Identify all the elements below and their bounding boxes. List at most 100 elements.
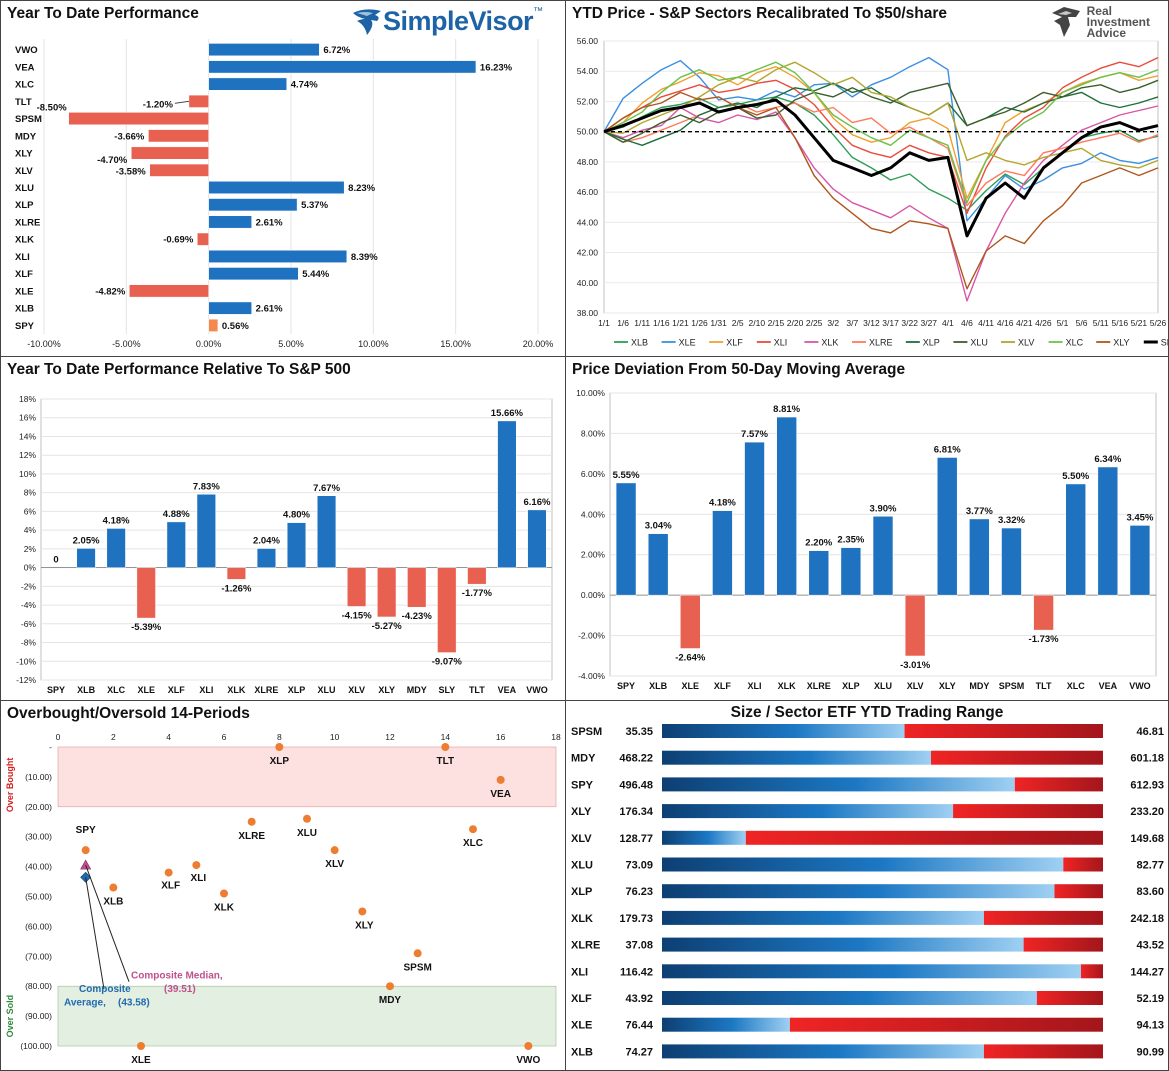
range-bar-low — [662, 750, 932, 765]
x-tick-label: XLE — [137, 685, 155, 695]
y-tick-label: (90.00) — [25, 1011, 52, 1021]
legend-label: XLF — [726, 338, 743, 348]
data-label: 4.88% — [163, 509, 190, 520]
price-deviation-chart: -4.00% -2.00% 0.00% 2.00% 4.00% 6.00% 8.00% 10.… — [576, 388, 1157, 691]
y-tick-label: 8% — [24, 488, 37, 498]
x-tick-label: 5/26 — [1150, 318, 1167, 328]
y-tick-label: 40.00 — [577, 278, 599, 288]
x-tick-label: 4/21 — [1016, 318, 1033, 328]
x-tick-label: VEA — [498, 685, 517, 695]
data-label: -5.27% — [372, 621, 403, 632]
bar — [148, 129, 209, 143]
data-label: 7.57% — [741, 429, 768, 440]
category-label: SPY — [15, 321, 35, 332]
y-tick-label: 44.00 — [577, 217, 599, 227]
legend-label: XLV — [1018, 338, 1034, 348]
composite-average-label: Composite — [79, 984, 131, 995]
x-tick-label: 5/1 — [1057, 318, 1069, 328]
y-tick-label: 56.00 — [577, 36, 599, 46]
simplevisor-logo: SimpleVisor ™ — [351, 6, 543, 37]
y-tick-label: -4.00% — [578, 671, 605, 681]
data-label: 5.44% — [302, 269, 329, 280]
y-tick-label: 46.00 — [577, 187, 599, 197]
low-value: 43.92 — [625, 993, 653, 1005]
x-tick-label: XLY — [378, 685, 395, 695]
x-tick-label: 12 — [385, 732, 395, 742]
overbought-oversold-title: Overbought/Oversold 14-Periods — [7, 705, 250, 722]
scatter-point — [220, 889, 228, 898]
data-label: -3.01% — [900, 660, 931, 671]
x-tick-label: VWO — [1129, 681, 1151, 691]
point-label: XLV — [325, 859, 344, 870]
category-label: XLP — [15, 200, 34, 211]
x-tick-label: MDY — [969, 681, 989, 691]
y-tick-label: -12% — [16, 675, 36, 685]
data-label: 3.04% — [645, 521, 672, 532]
data-label: 2.05% — [73, 535, 100, 546]
x-tick-label: XLI — [199, 685, 213, 695]
data-label: 7.83% — [193, 481, 220, 492]
scatter-point — [109, 883, 118, 892]
x-tick-label: XLY — [939, 681, 956, 691]
x-tick-label: XLC — [1067, 681, 1086, 691]
data-label: 2.04% — [253, 535, 280, 546]
x-tick-label: XLK — [778, 681, 797, 691]
high-value: 43.52 — [1136, 940, 1164, 952]
bar — [437, 567, 457, 653]
point-label: XLK — [214, 903, 235, 914]
data-label: -4.82% — [95, 286, 126, 297]
legend-label: SPY — [1161, 338, 1169, 348]
bar — [904, 594, 926, 657]
range-bar-low — [662, 937, 1024, 952]
bar — [208, 60, 477, 74]
eagle-icon — [1051, 7, 1080, 37]
low-value: 179.73 — [619, 913, 653, 925]
x-tick-label: 5.00% — [278, 339, 304, 349]
scatter-point — [247, 817, 256, 826]
x-tick-label: SPY — [617, 681, 635, 691]
data-label: -0.69% — [163, 235, 194, 246]
x-tick-label: XLF — [168, 685, 186, 695]
ticker-label: MDY — [571, 753, 596, 765]
series-line — [603, 56, 1159, 215]
x-tick-label: 2 — [111, 732, 116, 742]
range-bar-low — [662, 804, 954, 819]
range-bar-high — [1063, 857, 1103, 872]
range-bar-high — [953, 804, 1103, 819]
x-tick-label: 5/21 — [1131, 318, 1148, 328]
y-tick-label: (70.00) — [25, 951, 52, 961]
range-bar-low — [662, 964, 1081, 979]
category-label: XLY — [15, 149, 33, 160]
composite-median-leader — [85, 864, 130, 982]
x-tick-label: 18 — [551, 732, 561, 742]
x-tick-label: 14 — [441, 732, 451, 742]
x-tick-label: 5/6 — [1076, 318, 1088, 328]
data-label: 2.20% — [805, 538, 832, 549]
ticker-label: XLY — [571, 806, 592, 818]
scatter-point — [413, 949, 422, 958]
data-label: 6.72% — [323, 45, 350, 56]
x-tick-label: SLY — [438, 685, 455, 695]
ytd-performance-title: Year To Date Performance — [7, 5, 199, 22]
data-label: 16.23% — [480, 62, 513, 73]
range-bar-high — [983, 1044, 1103, 1059]
y-tick-label: 4% — [24, 525, 37, 535]
low-value: 76.44 — [625, 1020, 653, 1032]
price-deviation-panel: Price Deviation From 50-Day Moving Avera… — [565, 356, 1169, 701]
legend-label: XLC — [1066, 338, 1084, 348]
y-tick-label: (40.00) — [25, 862, 52, 872]
bar — [1065, 483, 1086, 596]
x-tick-label: 10.00% — [358, 339, 389, 349]
x-tick-label: XLF — [714, 681, 732, 691]
data-label: 8.81% — [773, 404, 800, 415]
ria-line3: Advice — [1086, 25, 1126, 40]
ytd-performance-chart: -10.00% -5.00% 0.00% 5.00% 10.00% 15.00% 20.00… — [15, 39, 553, 349]
y-tick-label: 10% — [19, 469, 36, 479]
x-tick-label: 1/31 — [710, 318, 727, 328]
x-tick-label: 3/7 — [846, 318, 858, 328]
range-bar-high — [789, 1017, 1103, 1032]
ticker-label: XLK — [571, 913, 593, 925]
series-line — [603, 91, 1159, 290]
high-value: 144.27 — [1130, 966, 1164, 978]
overbought-zone — [57, 746, 557, 808]
